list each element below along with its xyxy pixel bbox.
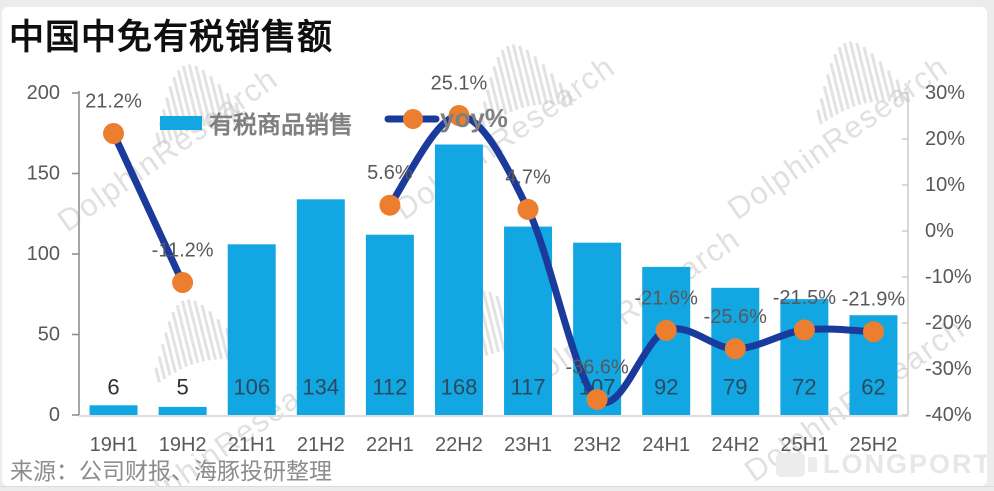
yoy-point-22H2 bbox=[448, 105, 470, 126]
yoy-point-24H2 bbox=[724, 338, 746, 360]
bar-value-label: 5 bbox=[177, 375, 189, 400]
bar-value-label: 92 bbox=[654, 375, 678, 400]
dolphin-logo-hatch-icon bbox=[794, 15, 919, 138]
bar-value-label: 62 bbox=[861, 375, 885, 400]
right-axis-tick-label: -40% bbox=[925, 404, 972, 426]
left-axis-tick-label: 50 bbox=[38, 324, 60, 346]
x-axis-category-label: 22H1 bbox=[366, 434, 414, 456]
x-axis-category-label: 23H2 bbox=[573, 434, 621, 456]
bar-legend-label: 有税商品销售 bbox=[209, 112, 353, 139]
yoy-point-label: 4.7% bbox=[505, 166, 551, 188]
x-axis-category-label: 24H2 bbox=[711, 434, 759, 456]
yoy-point-label: 21.2% bbox=[85, 91, 142, 113]
screenshot-edge-bottom bbox=[0, 486, 994, 491]
bar-value-label: 112 bbox=[372, 375, 407, 400]
bar-23H2 bbox=[573, 242, 622, 415]
longport-logo-dot-icon bbox=[808, 457, 817, 472]
dolphin-logo-hatch-icon bbox=[133, 38, 258, 161]
right-axis-tick-label: 30% bbox=[925, 82, 965, 104]
yoy-point-label: -36.6% bbox=[565, 356, 629, 378]
x-axis-category-label: 25H2 bbox=[850, 434, 898, 456]
dolphin-logo-hatch-icon bbox=[457, 18, 582, 141]
legend-item-yoy-series: yoy% bbox=[384, 103, 508, 134]
bar-value-label: 106 bbox=[233, 375, 270, 400]
x-axis-category-label: 23H1 bbox=[504, 434, 552, 456]
bar-value-label: 134 bbox=[302, 375, 339, 400]
bar-22H2 bbox=[434, 144, 483, 415]
bar-19H1 bbox=[89, 405, 138, 415]
left-axis-tick-label: 0 bbox=[49, 404, 60, 426]
yoy-point-25H1 bbox=[793, 319, 815, 341]
left-axis-tick-label: 100 bbox=[27, 243, 60, 265]
x-axis-category-label: 19H1 bbox=[90, 434, 138, 456]
legend-item-bar-series: 有税商品销售 bbox=[160, 105, 353, 140]
source-note: 来源：公司财报、海豚投研整理 bbox=[10, 458, 332, 484]
left-axis-tick-label: 200 bbox=[27, 82, 60, 104]
right-axis-tick-label: -30% bbox=[925, 358, 972, 380]
x-axis-category-label: 24H1 bbox=[642, 434, 690, 456]
yoy-point-label: -11.2% bbox=[152, 240, 214, 262]
x-axis-category-label: 21H2 bbox=[297, 434, 345, 456]
yoy-point-23H2 bbox=[586, 388, 608, 410]
yoy-point-label: -25.6% bbox=[704, 306, 768, 328]
right-axis-tick-label: -10% bbox=[925, 266, 972, 288]
yoy-point-19H2 bbox=[172, 272, 194, 293]
yoy-point-24H1 bbox=[655, 319, 677, 341]
bar-21H2 bbox=[296, 199, 345, 415]
longport-logo-icon bbox=[776, 452, 805, 477]
bar-19H2 bbox=[158, 406, 207, 415]
x-axis-category-label: 25H1 bbox=[780, 434, 828, 456]
left-axis-tick-label: 150 bbox=[27, 163, 60, 185]
right-axis-tick-label: 20% bbox=[925, 128, 965, 150]
right-axis-tick-label: -20% bbox=[925, 312, 972, 334]
bar-22H1 bbox=[365, 234, 414, 415]
bar-value-label: 168 bbox=[441, 375, 478, 400]
bar-value-label: 117 bbox=[511, 375, 546, 400]
x-axis-category-label: 19H2 bbox=[159, 434, 207, 456]
yoy-legend-marker-icon bbox=[384, 108, 440, 129]
bar-25H1 bbox=[780, 299, 829, 415]
bar-legend-swatch-icon bbox=[160, 115, 202, 130]
yoy-point-25H2 bbox=[863, 321, 884, 343]
yoy-point-label: -21.9% bbox=[842, 289, 906, 311]
screenshot-edge-top bbox=[0, 0, 994, 7]
x-axis-category-label: 22H2 bbox=[435, 434, 483, 456]
yoy-point-19H1 bbox=[103, 123, 124, 144]
right-axis-tick-label: 0% bbox=[925, 220, 954, 242]
longport-wordmark: LONGPORT bbox=[823, 449, 992, 479]
bar-value-label: 72 bbox=[792, 375, 816, 400]
x-axis-category-label: 21H1 bbox=[228, 434, 276, 456]
yoy-point-23H1 bbox=[517, 198, 539, 220]
screenshot-edge-right bbox=[987, 0, 994, 491]
bar-21H1 bbox=[227, 244, 276, 415]
yoy-legend-label: yoy% bbox=[440, 103, 508, 133]
longport-watermark: LONGPORT bbox=[776, 449, 992, 480]
bar-value-label: 79 bbox=[723, 375, 747, 400]
bar-value-label: 6 bbox=[107, 375, 119, 400]
yoy-point-label: 25.1% bbox=[431, 73, 488, 95]
yoy-point-22H1 bbox=[379, 194, 401, 216]
yoy-point-label: -21.5% bbox=[773, 287, 837, 309]
yoy-point-label: -21.6% bbox=[635, 287, 699, 309]
yoy-line bbox=[110, 129, 187, 287]
chart-title: 中国中免有税销售额 bbox=[9, 18, 334, 57]
yoy-point-label: 5.6% bbox=[367, 162, 413, 184]
right-axis-tick-label: 10% bbox=[925, 174, 965, 196]
